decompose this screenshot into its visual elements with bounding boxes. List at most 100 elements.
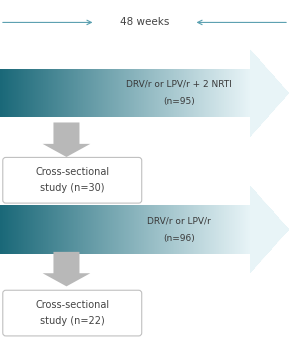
Bar [14, 69, 15, 117]
Bar [221, 205, 222, 254]
Bar [225, 205, 226, 254]
Bar [75, 69, 76, 117]
Bar [79, 205, 80, 254]
Bar [59, 69, 60, 117]
Bar [243, 69, 244, 117]
Bar [204, 69, 205, 117]
Bar [134, 205, 135, 254]
Bar [84, 69, 85, 117]
Bar [122, 69, 123, 117]
Bar [70, 69, 71, 117]
Bar [138, 69, 139, 117]
Bar [201, 205, 202, 254]
Bar [205, 69, 206, 117]
Bar [3, 69, 4, 117]
Bar [38, 69, 39, 117]
Bar [4, 205, 5, 254]
Bar [6, 69, 7, 117]
Bar [7, 205, 8, 254]
Bar [71, 69, 72, 117]
Bar [13, 205, 14, 254]
Bar [221, 69, 222, 117]
Bar [104, 205, 105, 254]
Bar [277, 80, 278, 106]
Bar [151, 205, 152, 254]
Bar [46, 69, 47, 117]
Bar [130, 69, 131, 117]
Bar [178, 69, 179, 117]
Bar [58, 205, 59, 254]
Bar [87, 205, 88, 254]
Bar [142, 205, 143, 254]
Bar [95, 69, 96, 117]
Bar [287, 91, 288, 95]
Bar [183, 69, 184, 117]
Bar [85, 205, 86, 254]
Bar [54, 205, 55, 254]
Bar [144, 69, 145, 117]
Bar [1, 205, 2, 254]
Bar [16, 205, 17, 254]
Bar [179, 69, 180, 117]
Bar [137, 205, 138, 254]
Bar [219, 69, 220, 117]
Bar [180, 205, 181, 254]
Bar [145, 205, 146, 254]
Bar [268, 206, 269, 253]
Bar [230, 205, 231, 254]
Bar [250, 50, 251, 137]
FancyBboxPatch shape [3, 290, 142, 336]
Bar [30, 205, 31, 254]
Bar [279, 219, 280, 240]
Bar [28, 69, 29, 117]
Bar [227, 69, 228, 117]
Bar [66, 205, 67, 254]
Bar [283, 223, 284, 236]
Bar [79, 69, 80, 117]
Bar [25, 205, 26, 254]
Bar [119, 69, 120, 117]
Bar [102, 205, 103, 254]
Bar [139, 205, 140, 254]
Bar [65, 69, 66, 117]
Bar [262, 199, 263, 259]
Bar [218, 69, 219, 117]
Bar [133, 69, 134, 117]
Bar [263, 65, 264, 122]
Bar [153, 69, 154, 117]
Bar [123, 69, 124, 117]
Bar [13, 69, 14, 117]
Bar [186, 69, 187, 117]
Bar [74, 205, 75, 254]
Bar [64, 205, 65, 254]
Bar [173, 205, 174, 254]
Bar [143, 69, 144, 117]
Bar [196, 69, 197, 117]
Bar [203, 205, 204, 254]
Bar [143, 205, 144, 254]
Bar [149, 205, 150, 254]
Bar [155, 205, 156, 254]
Bar [246, 205, 247, 254]
Bar [57, 69, 58, 117]
Bar [42, 69, 43, 117]
Bar [207, 69, 208, 117]
Bar [117, 205, 118, 254]
Bar [238, 69, 239, 117]
Bar [210, 69, 211, 117]
Bar [208, 205, 209, 254]
Bar [111, 205, 112, 254]
Bar [193, 205, 194, 254]
Bar [124, 205, 125, 254]
Bar [255, 55, 256, 131]
Bar [67, 205, 68, 254]
Bar [186, 205, 187, 254]
Bar [34, 69, 35, 117]
Bar [105, 205, 106, 254]
Bar [178, 205, 179, 254]
Bar [269, 207, 270, 252]
Bar [216, 69, 217, 117]
Bar [20, 205, 21, 254]
Bar [83, 69, 84, 117]
Bar [224, 69, 225, 117]
